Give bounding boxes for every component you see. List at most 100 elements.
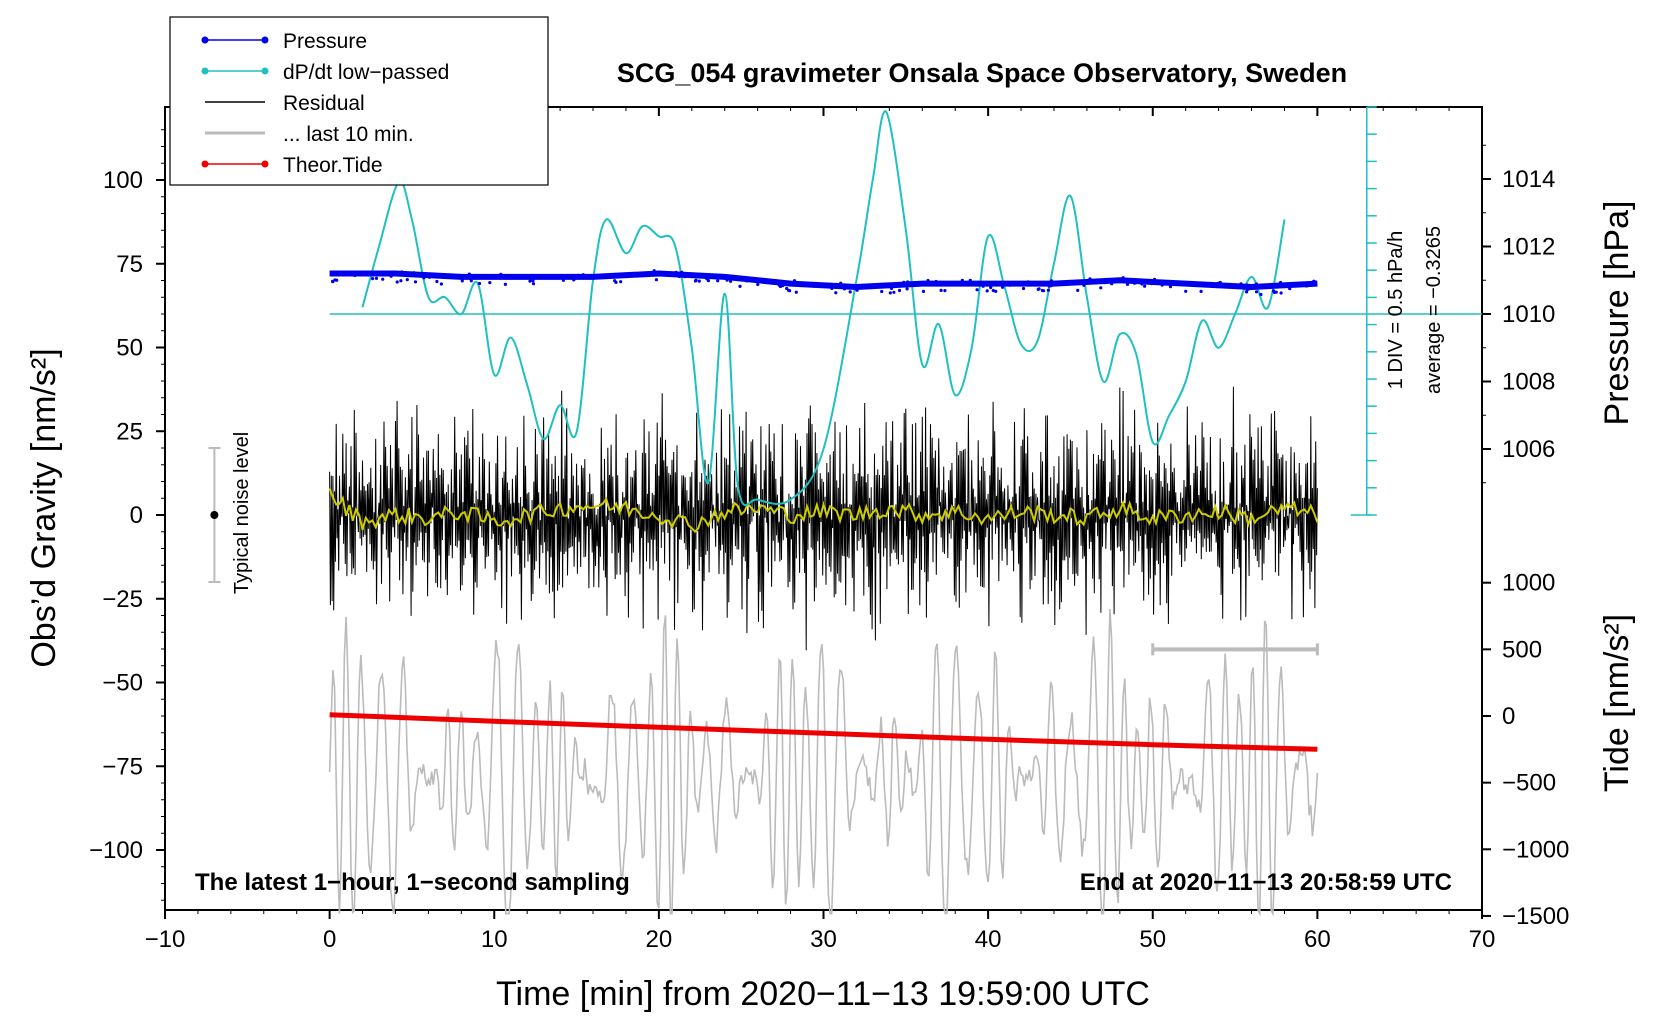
pressure-point [1125,282,1130,286]
pressure-point [788,289,792,293]
pressure-point [729,279,733,283]
x-axis-label: Time [min] from 2020−11−13 19:59:00 UTC [496,975,1150,1013]
pressure-tick-label: 1012 [1502,234,1555,261]
series-pressure [329,269,1318,297]
pressure-point [422,276,426,280]
pressure-point [1184,289,1188,293]
pressure-point [353,273,357,278]
pressure-point [989,285,993,290]
last-10-min-line [328,609,1319,917]
legend-swatch-dot [201,160,209,168]
pressure-line [329,270,1318,291]
pressure-point [897,288,902,293]
pressure-point [1121,276,1125,280]
pressure-point [561,278,566,282]
pressure-point [331,280,335,284]
pressure-point [888,291,892,295]
pressure-point [792,279,797,283]
pressure-point [738,284,742,288]
pressure-point [350,273,354,277]
pressure-point [413,273,418,277]
legend-swatch-dot [201,36,209,44]
pressure-tick-label: 1014 [1502,166,1555,193]
pressure-point [1160,283,1164,287]
pressure-point [1037,287,1041,291]
annotation-bottom-right: End at 2020−11−13 20:58:59 UTC [1080,869,1452,896]
pressure-point [785,286,789,291]
pressure-point [697,279,701,283]
legend-swatch-dot [261,160,269,168]
pressure-point [409,271,413,275]
pressure-point [389,274,393,278]
pressure-point [1254,290,1259,294]
x-tick-label: 50 [1139,926,1166,953]
y-tick-label: 50 [116,335,143,362]
pressure-tick-label: 1010 [1502,301,1555,328]
pressure-point [1123,280,1127,284]
pressure-point [1153,277,1157,281]
x-tick-label: 70 [1469,926,1496,953]
legend-label: ... last 10 min. [283,123,414,146]
pressure-point [909,283,914,287]
series-dpdt [361,110,1286,507]
pressure-point [477,281,482,286]
residual-line [329,386,1318,651]
pressure-point [413,280,418,284]
pressure-point [435,279,439,284]
tide-axis-label: Tide [nm/s²] [1598,614,1636,792]
pressure-point [683,275,687,279]
series-theor-tide [329,712,1318,752]
pressure-point [906,280,910,284]
pressure-point [371,277,375,281]
x-tick-label: 10 [481,926,508,953]
pressure-point [1019,282,1023,287]
series-residual [329,386,1318,651]
pressure-point [647,272,651,276]
legend-swatch-dot [261,67,269,75]
x-axis-ticks: −10 0 10 20 30 40 50 60 70 [145,107,1496,953]
legend-swatch-dot [261,36,269,44]
legend-item: Theor.Tide [201,154,383,177]
pressure-point [1100,279,1104,283]
tide-tick-label: −1000 [1502,836,1569,863]
pressure-point [1263,285,1267,289]
pressure-point [400,270,404,274]
pressure-point [1143,284,1147,288]
pressure-point [1228,282,1232,287]
last-10-min-bar [1151,643,1319,656]
pressure-point [575,276,579,280]
pressure-point [652,269,656,273]
pressure-axis-ticks: 1014 1012 1010 1008 1006 [1482,144,1555,484]
legend-box [169,16,549,186]
pressure-point [772,279,776,283]
pressure-point [842,287,847,291]
y-tick-label: −100 [89,837,143,864]
tide-tick-label: −500 [1502,770,1556,797]
pressure-point [1076,288,1080,292]
pressure-point [1254,282,1259,286]
theor-tide-line [329,712,1318,752]
pressure-point [716,279,720,283]
pressure-point [395,280,399,284]
x-tick-label: −10 [145,926,186,953]
pressure-point [1026,280,1030,284]
pressure-point [1076,281,1080,285]
pressure-point [975,288,979,292]
pressure-point [1082,283,1086,287]
pressure-point [405,278,409,282]
pressure-point [758,279,763,283]
pressure-point [893,284,897,288]
pressure-point [1255,285,1259,289]
pressure-point [374,276,379,280]
pressure-point [960,278,964,282]
pressure-point [778,284,783,289]
y-tick-label: −75 [102,753,143,780]
x-tick-label: 0 [323,926,336,953]
pressure-point [985,289,989,293]
series-last-10-min [328,609,1319,917]
pressure-point [1001,285,1005,289]
tide-tick-label: 500 [1502,636,1542,663]
pressure-point [756,282,760,287]
tide-tick-label: 1000 [1502,570,1555,597]
pressure-point [686,272,690,276]
